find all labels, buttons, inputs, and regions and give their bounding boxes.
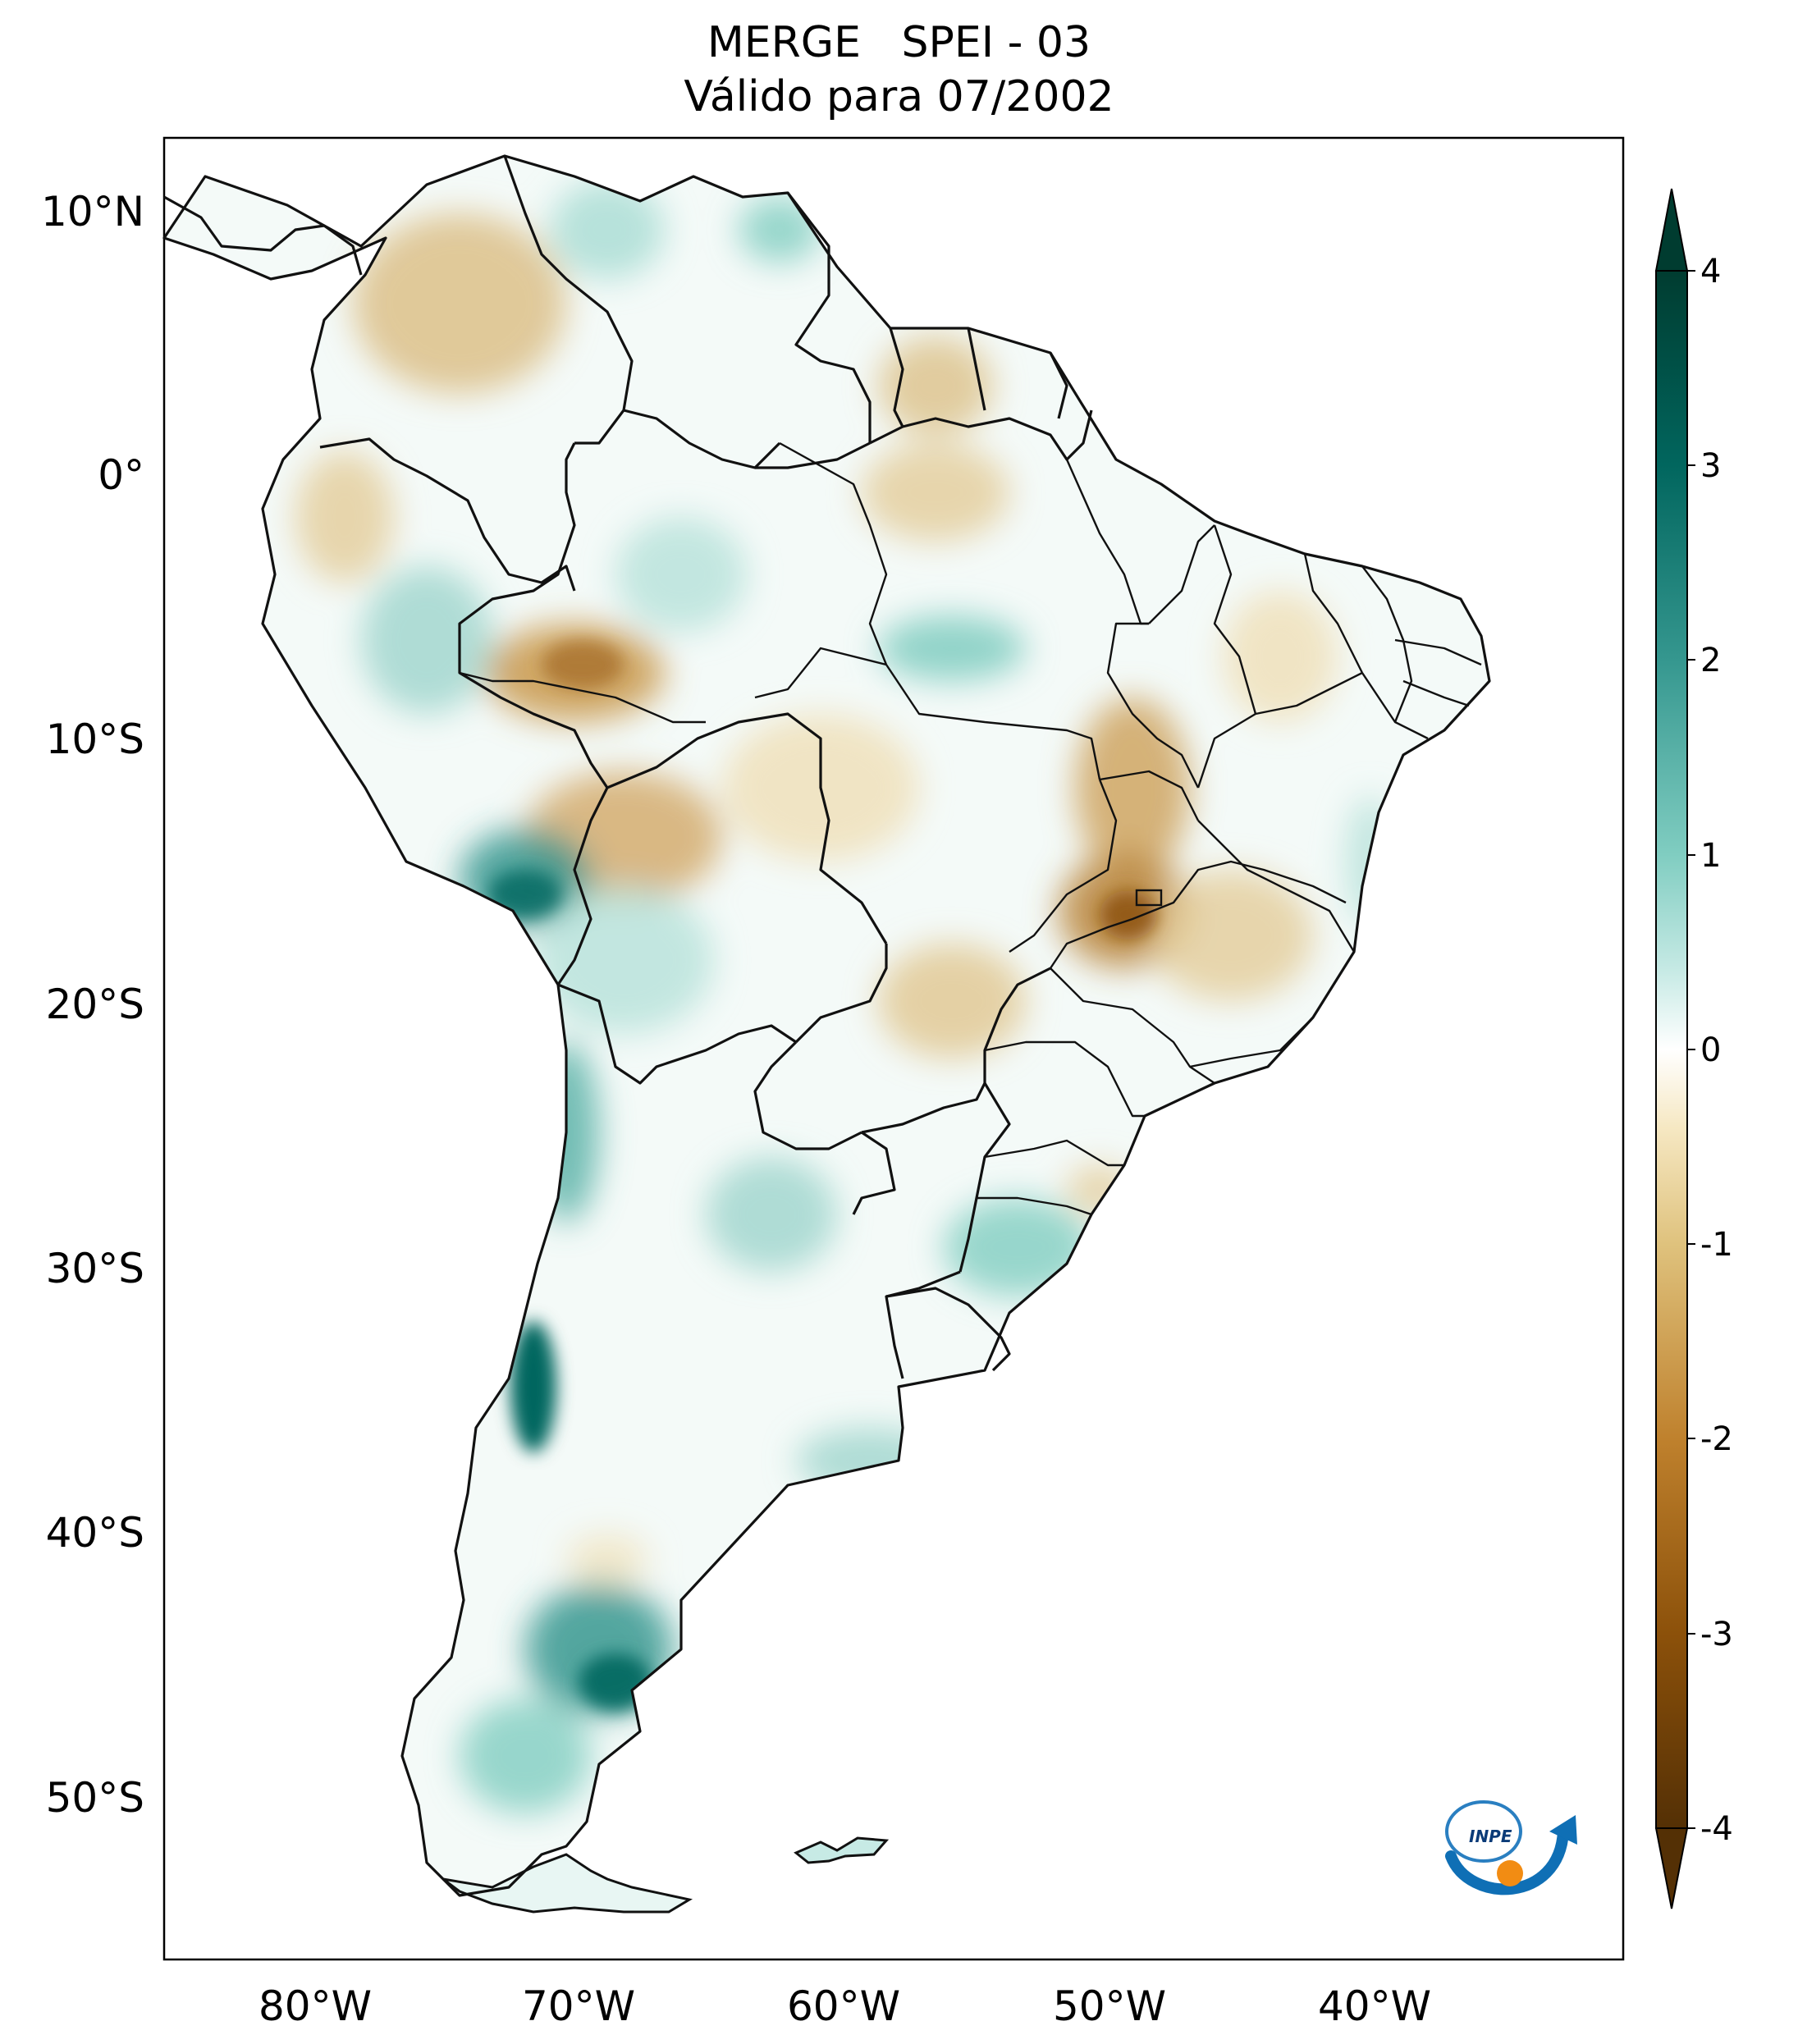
y-tick-10s: 10°S <box>46 716 144 763</box>
x-tick-70w: 70°W <box>522 1982 635 2030</box>
inpe-logo: INPE <box>1445 1800 1577 1895</box>
x-tick-60w: 60°W <box>787 1982 900 2030</box>
colorbar-bottom-extend <box>1654 1827 1689 1909</box>
colorbar-tick-0: 0 <box>1700 1031 1721 1069</box>
colorbar-tick-2: 2 <box>1700 642 1721 679</box>
colorbar-tick-neg1: -1 <box>1700 1226 1733 1264</box>
colorbar-top-extend <box>1654 188 1689 272</box>
latitude-ticks: 10°N 0° 10°S 20°S 30°S 40°S 50°S <box>41 188 144 1822</box>
spei-field <box>164 156 1489 1895</box>
colorbar-tick-neg3: -3 <box>1700 1616 1733 1653</box>
x-tick-80w: 80°W <box>258 1982 372 2030</box>
colorbar-gradient <box>1655 270 1688 1829</box>
longitude-ticks: 80°W 70°W 60°W 50°W 40°W <box>258 1982 1431 2030</box>
y-tick-30s: 30°S <box>46 1245 144 1292</box>
country-borders <box>319 155 1093 1379</box>
y-tick-20s: 20°S <box>46 981 144 1028</box>
state-borders <box>459 441 1482 1216</box>
continent-outline <box>162 154 1491 1897</box>
y-tick-10n: 10°N <box>41 188 144 235</box>
y-tick-0: 0° <box>98 451 144 499</box>
x-tick-50w: 50°W <box>1053 1982 1166 2030</box>
y-tick-40s: 40°S <box>46 1509 144 1557</box>
colorbar-tick-neg4: -4 <box>1700 1810 1733 1848</box>
colorbar: 4 3 2 1 0 -1 -2 -3 -4 <box>1654 188 1733 1909</box>
inpe-logo-text: INPE <box>1469 1827 1512 1846</box>
central-america-outline <box>163 195 363 276</box>
colorbar-tick-neg2: -2 <box>1700 1420 1733 1458</box>
colorbar-tick-1: 1 <box>1700 837 1721 875</box>
x-tick-40w: 40°W <box>1318 1982 1431 2030</box>
y-tick-50s: 50°S <box>46 1774 144 1822</box>
colorbar-tick-3: 3 <box>1700 447 1721 485</box>
colorbar-tick-4: 4 <box>1700 253 1721 290</box>
southern-islands <box>442 1836 890 1914</box>
map-title: MERGE SPEI - 03 <box>707 18 1091 67</box>
map-subtitle: Válido para 07/2002 <box>684 72 1114 121</box>
